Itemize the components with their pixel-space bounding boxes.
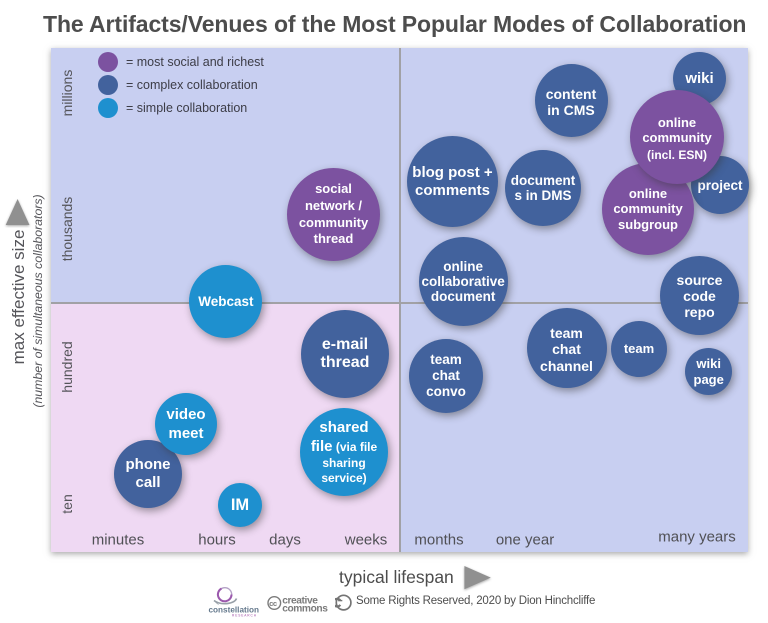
svg-text:cc: cc <box>269 599 277 608</box>
svg-text:constellation: constellation <box>209 606 260 615</box>
svg-text:RESEARCH: RESEARCH <box>232 614 257 618</box>
svg-text:commons: commons <box>282 603 328 613</box>
svg-text:creative: creative <box>282 596 318 607</box>
